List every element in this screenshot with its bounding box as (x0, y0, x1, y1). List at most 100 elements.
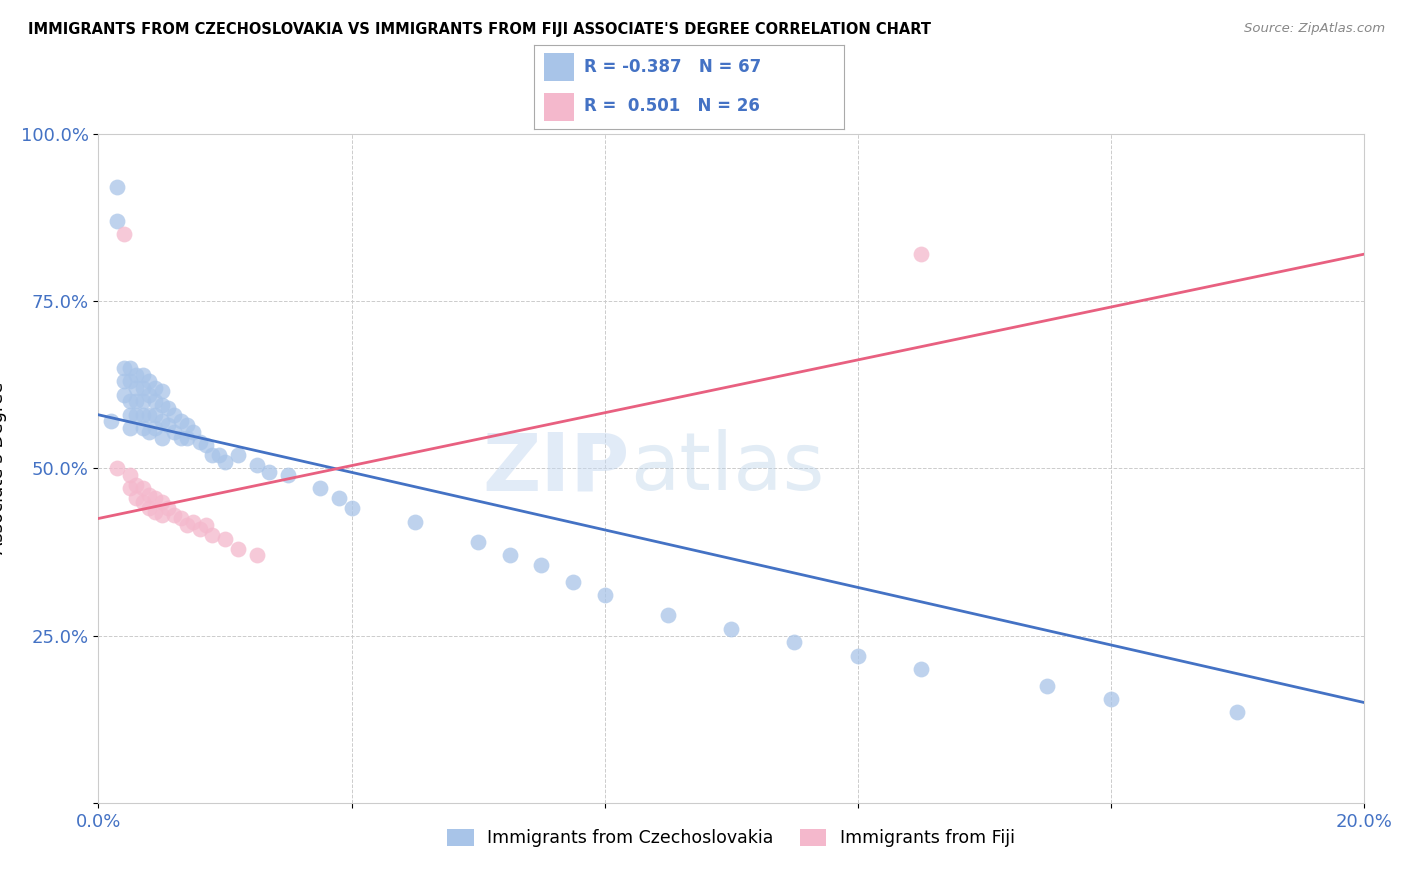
Point (201, 448, 224, 462)
Point (120, 408, 141, 422)
Point (259, 465, 281, 479)
Point (138, 425, 160, 439)
Point (145, 491, 166, 506)
Point (132, 394, 155, 409)
Point (150, 431, 173, 445)
Point (214, 455, 236, 469)
Point (107, 180, 129, 194)
Point (125, 478, 148, 492)
Point (150, 414, 173, 429)
Point (176, 417, 198, 432)
Point (404, 515, 426, 529)
Point (132, 381, 155, 395)
Point (138, 501, 160, 516)
Point (112, 375, 135, 389)
Point (125, 368, 148, 382)
Point (107, 214, 129, 228)
Point (498, 548, 520, 563)
Point (125, 408, 148, 422)
Point (169, 431, 191, 445)
Point (112, 227, 135, 242)
Point (194, 438, 218, 452)
Point (169, 511, 191, 525)
Point (246, 548, 269, 563)
Point (561, 575, 585, 590)
Point (132, 408, 155, 422)
Point (145, 381, 166, 395)
Point (163, 408, 186, 422)
Point (208, 448, 231, 462)
Point (201, 528, 224, 542)
Point (150, 494, 173, 508)
Point (846, 648, 869, 663)
Point (120, 482, 141, 496)
Text: atlas: atlas (630, 429, 824, 508)
Point (138, 387, 160, 401)
Point (120, 375, 141, 389)
Point (277, 467, 299, 482)
Point (132, 494, 155, 508)
Point (657, 608, 679, 623)
Point (120, 421, 141, 435)
Point (183, 425, 205, 439)
Point (132, 421, 155, 435)
Point (138, 488, 160, 502)
Point (145, 394, 166, 409)
Point (157, 401, 180, 416)
Point (340, 501, 363, 516)
Point (1036, 679, 1059, 693)
Text: Source: ZipAtlas.com: Source: ZipAtlas.com (1244, 22, 1385, 36)
Point (783, 635, 806, 649)
Point (132, 482, 155, 496)
Point (1226, 706, 1249, 720)
Point (246, 458, 269, 472)
Point (226, 448, 249, 462)
Point (169, 414, 191, 429)
Point (125, 491, 148, 506)
Point (309, 482, 332, 496)
Point (214, 532, 236, 546)
Point (145, 421, 166, 435)
Point (112, 361, 135, 376)
Point (226, 541, 249, 556)
Point (125, 394, 148, 409)
Point (176, 518, 198, 533)
Point (720, 622, 742, 636)
Point (100, 414, 122, 429)
Y-axis label: Associate's Degree: Associate's Degree (0, 382, 7, 555)
Point (1099, 692, 1122, 706)
Point (132, 368, 155, 382)
Point (328, 491, 350, 506)
Point (163, 425, 186, 439)
Point (593, 589, 616, 603)
Point (150, 398, 173, 412)
Point (910, 662, 932, 676)
Point (138, 408, 160, 422)
Point (530, 558, 553, 573)
Point (120, 467, 141, 482)
Point (145, 505, 166, 519)
Point (910, 247, 932, 261)
Point (138, 375, 160, 389)
Point (467, 534, 489, 549)
Bar (544, 54, 575, 81)
Point (194, 518, 218, 533)
Point (120, 361, 141, 376)
Point (163, 508, 186, 523)
Bar (544, 93, 575, 120)
Text: IMMIGRANTS FROM CZECHOSLOVAKIA VS IMMIGRANTS FROM FIJI ASSOCIATE'S DEGREE CORREL: IMMIGRANTS FROM CZECHOSLOVAKIA VS IMMIGR… (28, 22, 931, 37)
Point (157, 417, 180, 432)
Point (188, 434, 211, 449)
Point (188, 521, 211, 535)
Point (176, 431, 198, 445)
Text: R =  0.501   N = 26: R = 0.501 N = 26 (583, 97, 759, 115)
Point (145, 408, 166, 422)
Point (112, 387, 135, 401)
Point (125, 381, 148, 395)
Text: ZIP: ZIP (482, 429, 630, 508)
Text: R = -0.387   N = 67: R = -0.387 N = 67 (583, 59, 761, 77)
Point (183, 515, 205, 529)
Point (150, 508, 173, 523)
Point (157, 501, 180, 516)
Legend: Immigrants from Czechoslovakia, Immigrants from Fiji: Immigrants from Czechoslovakia, Immigran… (440, 822, 1022, 855)
